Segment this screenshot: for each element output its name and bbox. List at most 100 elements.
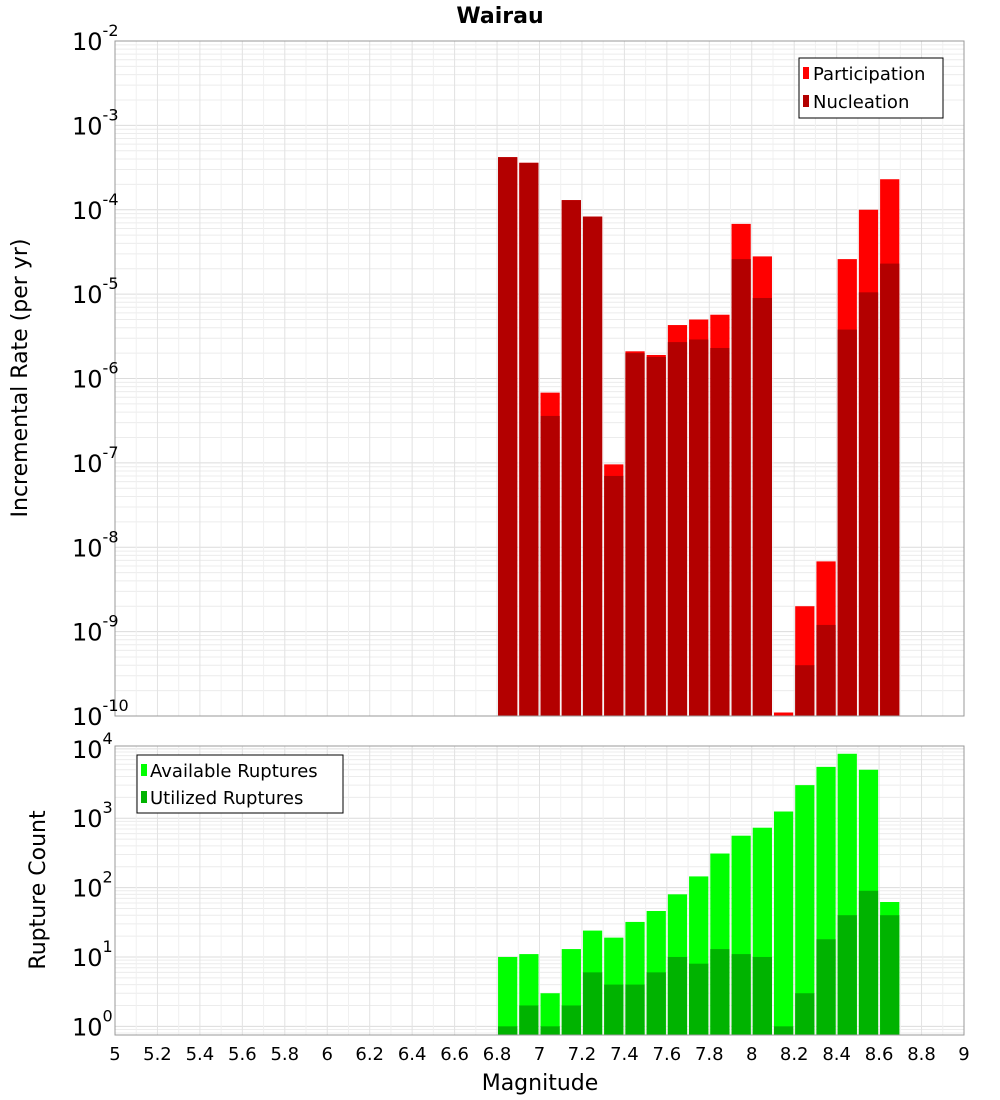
x-tick-label: 5.8 (270, 1044, 299, 1065)
x-tick-labels: 5 5.2 5.4 5.6 5.8 6 6.2 6.4 6.6 6.8 7 7.2 7.4 7.6 7.8 8… (109, 1044, 969, 1065)
top-bar-series2 (731, 259, 751, 716)
top-bars (498, 157, 900, 717)
bottom-plot-border (114, 745, 965, 1036)
top-bar-series2 (561, 200, 581, 716)
x-tick-label: 6.4 (398, 1044, 427, 1065)
top-bar-series2 (625, 353, 645, 716)
bottom-bar-series1 (498, 956, 518, 1035)
bottom-bar-series2 (795, 993, 815, 1035)
bottom-bar-series2 (773, 1026, 794, 1035)
top-bar-series2 (498, 157, 518, 717)
chart-title: Wairau (456, 4, 543, 29)
top-bar-series2 (604, 475, 624, 716)
top-y-tick-label: 10-8 (72, 527, 119, 562)
top-y-tick-label: 10-3 (72, 105, 119, 140)
x-tick-label: 6 (322, 1044, 333, 1065)
bottom-y-tick-label: 104 (72, 729, 113, 764)
x-tick-label: 8.8 (907, 1044, 936, 1065)
top-bar-series2 (519, 162, 539, 716)
bottom-bar-series2 (837, 915, 857, 1035)
bottom-bars (498, 753, 900, 1035)
x-tick-label: 7.4 (610, 1044, 639, 1065)
bottom-bar-series2 (604, 984, 624, 1035)
bottom-bar-series2 (816, 939, 836, 1035)
bottom-legend: Available Ruptures Utilized Ruptures (136, 754, 344, 814)
bottom-bar-series1 (795, 785, 815, 1035)
x-tick-label: 6.6 (440, 1044, 469, 1065)
top-grid (114, 40, 965, 717)
legend-label-utilized: Utilized Ruptures (150, 788, 303, 809)
top-bar-series2 (667, 342, 688, 716)
top-bar-series2 (752, 297, 772, 716)
x-tick-label: 5 (109, 1044, 120, 1065)
bottom-bar-series2 (710, 949, 730, 1035)
x-tick-label: 8.6 (865, 1044, 894, 1065)
top-y-tick-label: 10-10 (72, 696, 129, 731)
top-bar-series2 (646, 356, 666, 716)
top-legend: Participation Nucleation (798, 57, 944, 119)
top-bar-series2 (837, 329, 857, 716)
bottom-bar-series2 (561, 1005, 581, 1035)
legend-swatch-utilized (141, 791, 147, 803)
bottom-plot-area: 104 103 102 101 100 (72, 729, 965, 1041)
bottom-bar-series1 (773, 811, 794, 1035)
legend-label-nucleation: Nucleation (813, 92, 909, 113)
top-y-tick-label: 10-2 (72, 21, 119, 56)
legend-swatch-participation (803, 67, 809, 79)
top-bar-series2 (880, 263, 900, 716)
bottom-bar-series2 (667, 956, 688, 1035)
top-bar-series2 (710, 347, 730, 716)
x-tick-label: 5.2 (143, 1044, 172, 1065)
x-tick-label: 7.6 (653, 1044, 682, 1065)
bottom-bar-series2 (646, 972, 666, 1035)
top-y-tick-label: 10-4 (72, 190, 119, 225)
top-bar-series2 (858, 292, 879, 716)
x-tick-label: 8 (746, 1044, 757, 1065)
bottom-y-tick-label: 101 (72, 937, 113, 972)
top-bar-series2 (582, 216, 603, 716)
bottom-bar-series2 (498, 1026, 518, 1035)
x-tick-label: 7 (534, 1044, 545, 1065)
legend-swatch-available (141, 764, 147, 776)
x-tick-label: 5.4 (186, 1044, 215, 1065)
x-tick-label: 6.8 (483, 1044, 512, 1065)
top-y-tick-label: 10-6 (72, 359, 119, 394)
bottom-y-tick-label: 102 (72, 868, 113, 903)
top-y-tick-label: 10-7 (72, 443, 119, 478)
x-tick-label: 8.2 (780, 1044, 809, 1065)
bottom-y-tick-label: 100 (72, 1006, 113, 1041)
bottom-y-axis-label: Rupture Count (26, 810, 51, 970)
bottom-bar-series2 (689, 963, 709, 1035)
top-y-axis-label: Incremental Rate (per yr) (8, 239, 33, 518)
top-y-tick-label: 10-9 (72, 612, 119, 647)
bottom-bar-series2 (752, 956, 772, 1035)
legend-label-available: Available Ruptures (150, 761, 318, 782)
bottom-bar-series2 (731, 954, 751, 1035)
top-plot-border (114, 40, 965, 717)
bottom-y-tick-label: 103 (72, 798, 113, 833)
top-bar-series1 (773, 712, 794, 716)
legend-swatch-nucleation (803, 95, 809, 107)
bottom-bar-series2 (540, 1026, 560, 1035)
top-bar-series2 (816, 624, 836, 716)
bottom-bar-series2 (858, 890, 879, 1035)
bottom-bar-series1 (540, 993, 560, 1035)
bottom-bar-series2 (582, 972, 603, 1035)
x-tick-label: 5.6 (228, 1044, 257, 1065)
bottom-bar-series2 (519, 1005, 539, 1035)
top-bar-series2 (795, 665, 815, 716)
top-bar-series2 (540, 415, 560, 716)
top-y-tick-label: 10-5 (72, 274, 119, 309)
x-tick-label: 7.8 (695, 1044, 724, 1065)
bottom-bar-series2 (625, 984, 645, 1035)
bottom-bar-series2 (880, 915, 900, 1035)
top-plot-area: 10-2 10-3 10-4 10-5 10-6 10-7 10-8 10-9 10-10 (72, 21, 965, 731)
x-tick-label: 6.2 (355, 1044, 384, 1065)
x-tick-label: 8.4 (822, 1044, 851, 1065)
x-tick-label: 9 (958, 1044, 969, 1065)
legend-label-participation: Participation (813, 64, 925, 85)
x-axis-label: Magnitude (482, 1071, 599, 1096)
top-bar-series2 (689, 339, 709, 716)
x-tick-label: 7.2 (568, 1044, 597, 1065)
